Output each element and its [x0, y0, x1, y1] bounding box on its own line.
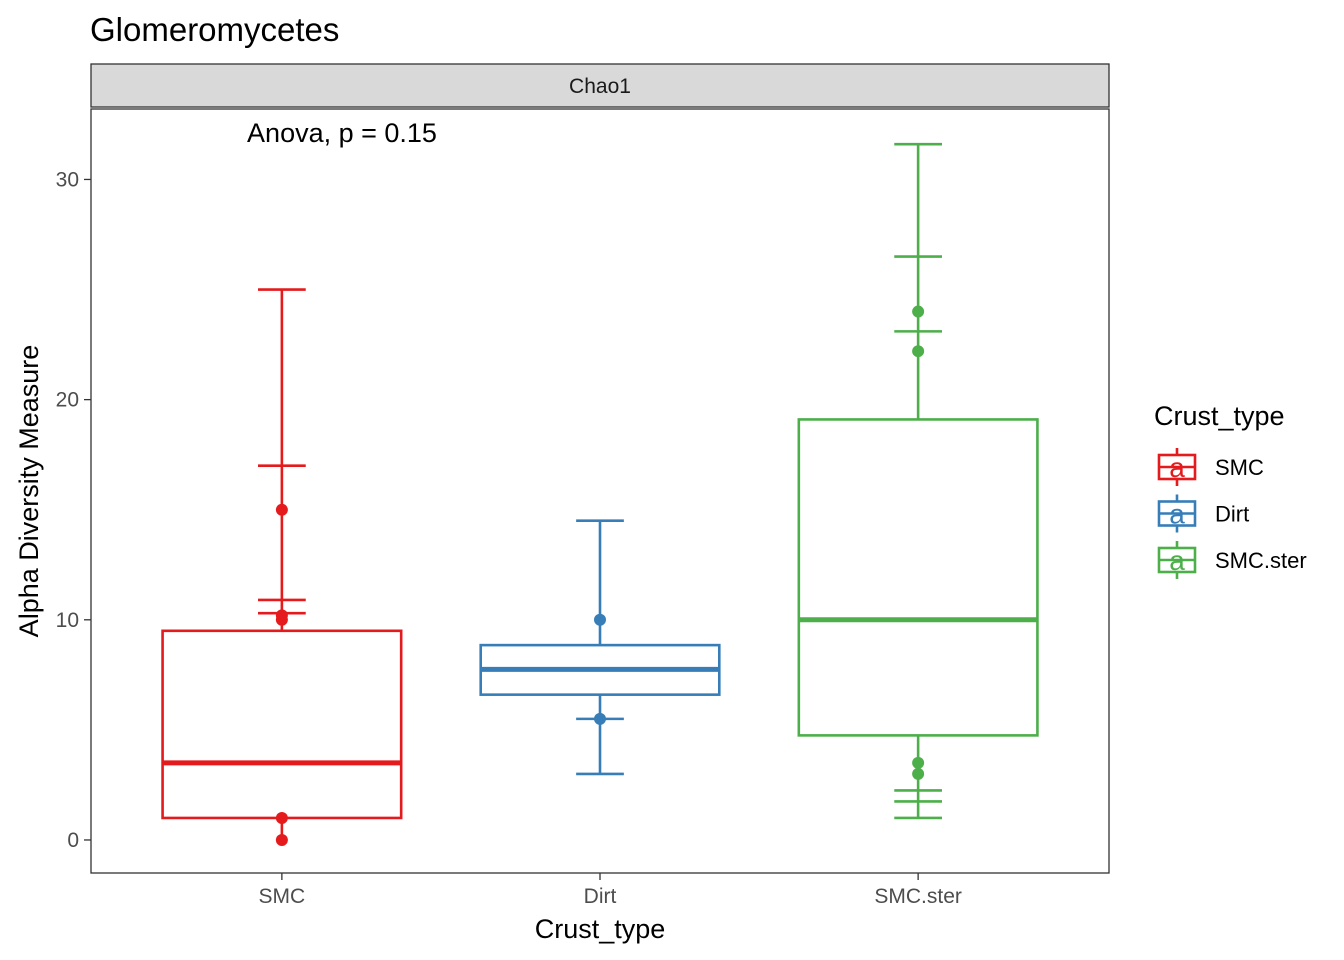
box-group-smc-ster — [797, 142, 1039, 820]
legend: Crust_type a SMC a Dirt a SMC.ster — [1154, 401, 1307, 579]
box — [797, 418, 1039, 737]
y-tick-label: 0 — [67, 829, 79, 852]
data-point — [275, 833, 288, 846]
legend-label: SMC — [1215, 455, 1264, 480]
legend-entry-smc-ster: a SMC.ster — [1157, 541, 1307, 579]
x-tick-label: SMC — [259, 885, 306, 908]
data-point — [912, 345, 925, 358]
data-point — [275, 503, 288, 516]
box-group-smc — [161, 288, 403, 846]
data-point — [275, 609, 288, 622]
x-tick-label: SMC.ster — [874, 885, 962, 908]
y-axis: 0 10 20 30 — [56, 168, 91, 852]
facet-label: Chao1 — [569, 75, 631, 98]
x-axis: SMC Dirt SMC.ster — [259, 873, 962, 908]
legend-key-glyph: a — [1169, 499, 1185, 530]
legend-key-glyph: a — [1169, 545, 1185, 576]
y-tick-label: 20 — [56, 389, 79, 412]
x-axis-title: Crust_type — [535, 914, 666, 944]
data-point — [912, 756, 925, 769]
data-point — [912, 305, 925, 318]
box — [161, 629, 403, 820]
legend-label: Dirt — [1215, 502, 1249, 527]
legend-entry-dirt: a Dirt — [1157, 494, 1249, 533]
data-point — [912, 767, 925, 780]
anova-annotation: Anova, p = 0.15 — [247, 118, 437, 148]
y-axis-title: Alpha Diversity Measure — [14, 345, 44, 638]
y-tick-label: 10 — [56, 609, 79, 632]
x-tick-label: Dirt — [584, 885, 617, 908]
data-point — [594, 613, 606, 626]
data-point — [594, 712, 606, 725]
data-point — [275, 811, 288, 824]
facet-strip — [90, 63, 1110, 108]
y-tick-label: 30 — [56, 168, 79, 191]
box-groups — [161, 142, 1039, 846]
box-group-dirt — [479, 519, 721, 776]
chart-title: Glomeromycetes — [90, 11, 339, 48]
legend-title: Crust_type — [1154, 401, 1285, 431]
legend-entry-smc: a SMC — [1157, 448, 1264, 486]
legend-key-glyph: a — [1169, 452, 1185, 483]
legend-label: SMC.ster — [1215, 548, 1307, 573]
